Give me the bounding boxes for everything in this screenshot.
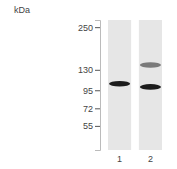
blot-figure: 250 130 95 72 55 kDa 1 2 (0, 0, 177, 169)
tick-mark (95, 126, 100, 127)
tick: 95 (83, 86, 100, 96)
tick-label: 72 (83, 104, 93, 114)
band (140, 62, 161, 68)
band (109, 81, 130, 87)
lane (139, 20, 162, 150)
band (140, 84, 161, 90)
axis-title: kDa (14, 5, 30, 15)
tick-label: 55 (83, 121, 93, 131)
tick-label: 95 (83, 86, 93, 96)
tick: 250 (78, 23, 100, 33)
tick-mark (95, 70, 100, 71)
axis-line (95, 21, 101, 151)
lane (108, 20, 131, 150)
tick-mark (95, 90, 100, 91)
tick-label: 250 (78, 23, 93, 33)
lane-label: 2 (148, 154, 153, 164)
lanes (108, 20, 162, 150)
lane-label: 1 (117, 154, 122, 164)
tick-mark (95, 108, 100, 109)
bands (109, 62, 161, 90)
tick-mark (95, 27, 100, 28)
tick: 55 (83, 121, 100, 131)
tick-label: 130 (78, 65, 93, 75)
tick: 130 (78, 65, 100, 75)
y-axis: 250 130 95 72 55 (78, 21, 101, 151)
tick: 72 (83, 104, 100, 114)
